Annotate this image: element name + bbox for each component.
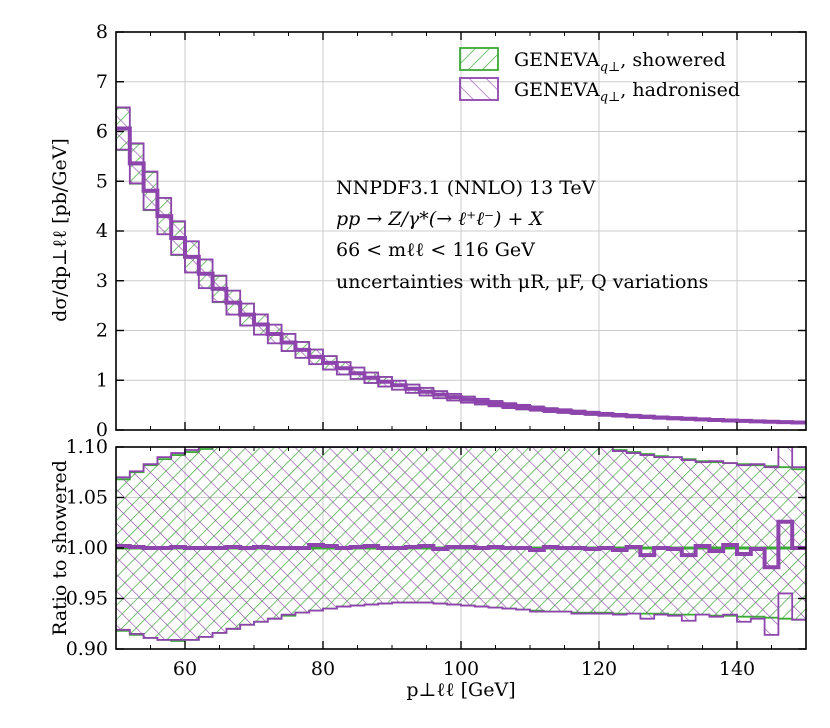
main-y-axis-label: dσ/dp⊥ℓℓ [pb/GeV]	[49, 138, 71, 322]
ratio-xtick-label-2: 100	[443, 658, 479, 680]
main-ytick-label-7: 7	[96, 71, 108, 93]
main-ytick-label-0: 0	[96, 419, 108, 441]
legend-swatch-showered	[459, 47, 499, 71]
annotation-uncertainties: uncertainties with μR, μF, Q variations	[336, 271, 708, 293]
ratio-series-lines	[116, 519, 806, 570]
main-ytick-label-8: 8	[96, 21, 108, 43]
main-ytick-label-4: 4	[96, 220, 108, 242]
ratio-y-axis-label: Ratio to showered	[49, 460, 71, 636]
ratio-band-upper-hadronised	[116, 447, 806, 479]
main-line-hadronised	[116, 126, 806, 425]
annotation-block: NNPDF3.1 (NNLO) 13 TeV pp → Z/γ*(→ ℓ⁺ℓ⁻)…	[336, 177, 708, 293]
ratio-ytick-label-2: 1.00	[66, 537, 108, 559]
ratio-xtick-label-3: 120	[581, 658, 617, 680]
ratio-xtick-label-0: 60	[173, 658, 197, 680]
main-ytick-label-6: 6	[96, 121, 108, 143]
main-ytick-label-1: 1	[96, 369, 108, 391]
annotation-pdf: NNPDF3.1 (NNLO) 13 TeV	[336, 177, 596, 199]
ratio-uncertainty-bands	[116, 447, 806, 642]
ratio-ytick-label-4: 1.10	[66, 436, 108, 458]
legend-label-showered: GENEVAq⊥, showered	[514, 49, 726, 75]
ratio-xtick-label-1: 80	[311, 658, 335, 680]
ratio-ytick-label-0: 0.90	[66, 638, 108, 660]
legend: GENEVAq⊥, showered GENEVAq⊥, hadronised	[459, 47, 740, 105]
legend-swatch-hadronised	[459, 77, 499, 101]
ratio-ytick-label-1: 0.95	[66, 588, 108, 610]
ratio-band-lower-hadronised	[116, 592, 806, 641]
legend-label-hadronised: GENEVAq⊥, hadronised	[514, 79, 740, 105]
ratio-ytick-label-3: 1.05	[66, 487, 108, 509]
x-axis-label: p⊥ℓℓ [GeV]	[406, 679, 515, 701]
ratio-axis-ticks: 60 80 100 120 140 0.90 0.95 1.00 1.05 1.10	[66, 436, 807, 680]
ratio-line-hadronised	[116, 519, 806, 570]
main-series-lines	[116, 126, 806, 425]
annotation-process: pp → Z/γ*(→ ℓ⁺ℓ⁻) + X	[336, 208, 544, 230]
main-ytick-label-2: 2	[96, 320, 108, 342]
main-ytick-label-5: 5	[96, 170, 108, 192]
main-axis-ticks: 0 1 2 3 4 5 6 7 8	[96, 21, 807, 441]
ratio-xtick-label-4: 140	[719, 658, 755, 680]
main-ytick-label-3: 3	[96, 270, 108, 292]
annotation-mass-window: 66 < mℓℓ < 116 GeV	[336, 239, 535, 261]
ratio-band-hadronised	[116, 447, 806, 640]
